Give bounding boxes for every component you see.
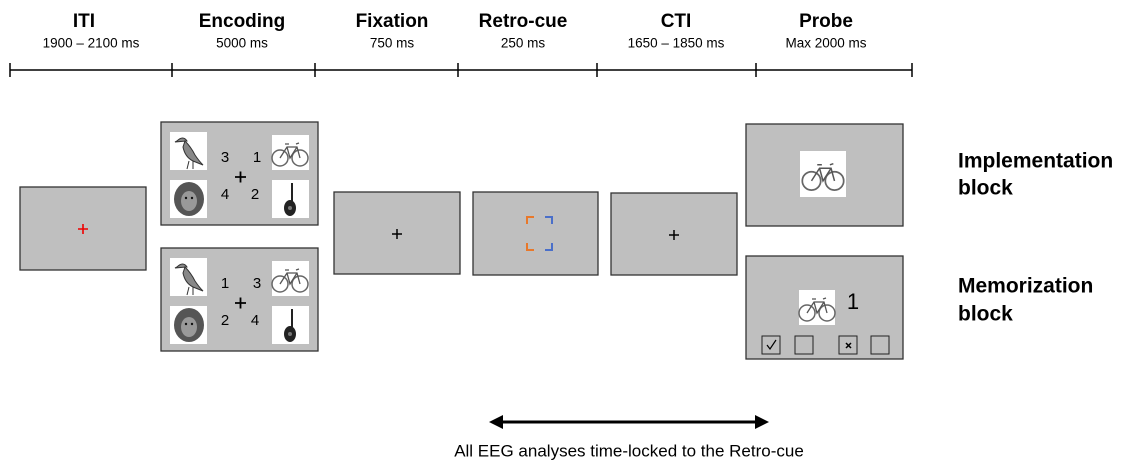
phase-duration: 1650 – 1850 ms	[628, 36, 725, 51]
block-label: block	[958, 177, 1013, 200]
image	[800, 151, 846, 197]
phase-name: Retro-cue	[479, 11, 568, 32]
phase-duration: Max 2000 ms	[785, 36, 866, 51]
block-label: Implementation	[958, 150, 1113, 173]
phase-name: Fixation	[356, 11, 429, 32]
double-arrow	[489, 415, 769, 429]
phase-duration: 250 ms	[501, 36, 546, 51]
number: 3	[253, 275, 261, 292]
number: 1	[221, 275, 229, 292]
phase-duration: 1900 – 2100 ms	[43, 36, 140, 51]
image	[799, 290, 835, 325]
number: 3	[221, 149, 229, 166]
phase-name: ITI	[73, 11, 95, 32]
phase-name: Encoding	[199, 11, 286, 32]
block-label: Memorization	[958, 275, 1093, 298]
number: 2	[221, 312, 229, 329]
block-label: block	[958, 303, 1013, 326]
phase-name: Probe	[799, 11, 853, 32]
image	[272, 135, 309, 170]
image	[272, 261, 309, 296]
phase-duration: 750 ms	[370, 36, 415, 51]
number: 4	[221, 186, 229, 203]
number: 1	[847, 289, 859, 314]
retro-cue-screen	[472, 191, 599, 276]
number: 4	[251, 312, 259, 329]
phase-name: CTI	[661, 11, 692, 32]
fixation-cross	[78, 224, 88, 234]
caption: All EEG analyses time-locked to the Retr…	[454, 441, 804, 460]
number: 2	[251, 186, 259, 203]
timeline	[9, 63, 913, 77]
phase-duration: 5000 ms	[216, 36, 268, 51]
number: 1	[253, 149, 261, 166]
